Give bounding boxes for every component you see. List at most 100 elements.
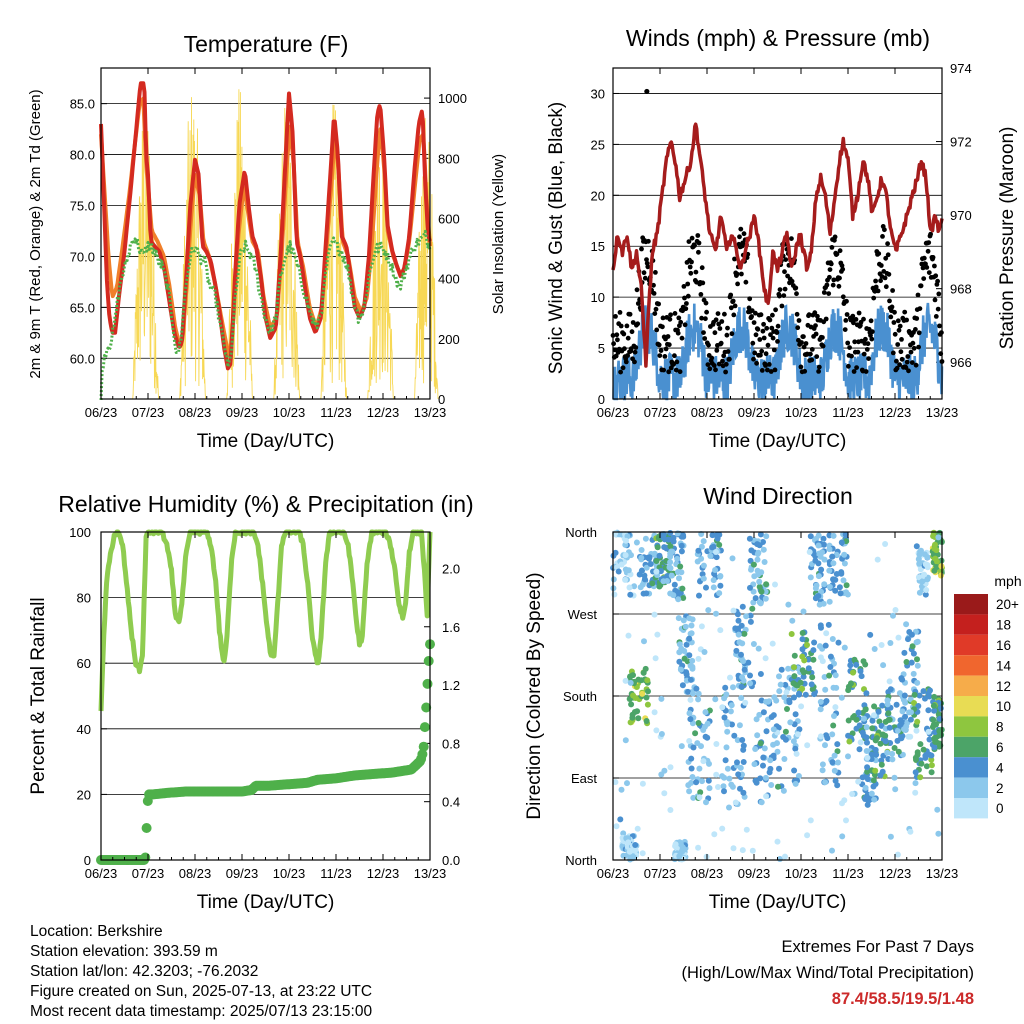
wind-direction-point — [696, 592, 702, 599]
wind-direction-point — [860, 732, 867, 739]
gust-point — [673, 367, 679, 373]
wind-direction-point — [668, 572, 675, 579]
wind-direction-point — [667, 553, 674, 560]
x-tick-label: 10/23 — [273, 405, 306, 420]
wind-direction-point — [843, 582, 850, 589]
wind-direction-point — [675, 596, 682, 603]
wind-direction-point — [826, 546, 833, 553]
gust-point — [814, 354, 820, 359]
y-axis-label: Direction (Colored By Speed) — [524, 572, 545, 819]
gust-point — [770, 312, 775, 318]
gust-point — [873, 284, 879, 290]
wind-direction-point — [791, 694, 797, 701]
wind-direction-point — [768, 714, 775, 720]
wind-direction-point — [891, 774, 898, 781]
wind-direction-point — [631, 583, 638, 590]
wind-direction-point — [732, 799, 739, 806]
y-axis-label: 2m & 9m T (Red, Orange) & 2m Td (Green) — [27, 89, 44, 378]
y2-axis-label: Station Pressure (Maroon) — [997, 127, 1018, 350]
gust-point — [627, 311, 633, 317]
wind-direction-point — [871, 796, 878, 803]
wind-direction-point — [826, 598, 833, 605]
wind-direction-point — [712, 567, 719, 573]
gust-point — [732, 303, 738, 309]
wind-direction-point — [763, 581, 770, 588]
wind-direction-point — [690, 794, 697, 801]
gust-point — [871, 295, 877, 301]
wind-direction-point — [721, 774, 728, 781]
wind-direction-point — [869, 725, 876, 732]
gust-point — [714, 348, 720, 353]
wind-direction-point — [756, 599, 763, 606]
legend-label: 14 — [996, 658, 1012, 673]
wind-direction-point — [862, 661, 869, 668]
wind-direction-point — [754, 551, 761, 557]
wind-direction-point — [813, 582, 820, 589]
gust-point — [622, 346, 627, 352]
wind-direction-point — [661, 544, 668, 551]
wind-direction-point — [739, 603, 746, 610]
wind-direction-point — [756, 711, 763, 718]
legend-label: 10 — [996, 699, 1011, 714]
wind-direction-point — [635, 715, 642, 722]
wind-direction-point — [634, 825, 641, 832]
wind-direction-point — [913, 727, 920, 734]
gust-point — [706, 342, 711, 348]
gust-point — [639, 246, 644, 252]
wind-direction-point — [651, 709, 658, 716]
wind-direction-point — [695, 547, 702, 554]
gust-point — [899, 356, 905, 362]
gust-point — [770, 335, 776, 341]
wind-direction-point — [730, 684, 736, 691]
wind-direction-point — [895, 748, 902, 755]
gust-point — [723, 361, 729, 367]
gust-point — [683, 306, 689, 312]
wind-direction-point — [914, 662, 921, 669]
wind-direction-point — [917, 741, 924, 748]
gust-point — [676, 315, 682, 321]
wind-direction-point — [838, 539, 845, 546]
wind-direction-point — [843, 817, 849, 824]
wind-direction-point — [761, 745, 768, 752]
wind-direction-point — [757, 531, 764, 538]
wind-direction-point — [706, 760, 712, 767]
wind-direction-point — [651, 611, 658, 618]
wind-direction-point — [752, 777, 759, 784]
wind-direction-point — [641, 638, 647, 645]
gust-point — [890, 350, 896, 356]
wind-direction-point — [925, 728, 932, 735]
gust-point — [882, 275, 888, 281]
wind-direction-point — [807, 817, 814, 824]
x-tick-label: 06/23 — [597, 866, 630, 881]
wind-direction-point — [885, 710, 892, 717]
wind-direction-point — [729, 783, 736, 790]
y-tick-label: 75.0 — [70, 198, 95, 213]
wind-direction-point — [796, 726, 803, 733]
gust-point — [646, 238, 651, 244]
gust-point — [749, 314, 754, 319]
wind-direction-point — [901, 692, 908, 699]
gust-point — [793, 285, 799, 291]
y2-tick-label: 972 — [950, 135, 972, 150]
wind-direction-point — [931, 707, 938, 714]
gust-point — [682, 295, 687, 301]
gust-point — [798, 364, 804, 370]
wind-direction-point — [821, 581, 828, 588]
wind-direction-point — [639, 780, 646, 787]
wind-direction-point — [839, 833, 846, 840]
created-text: Figure created on Sun, 2025-07-13, at 23… — [30, 983, 373, 1000]
wind-direction-point — [750, 641, 757, 647]
wind-direction-point — [741, 630, 748, 637]
wind-direction-point — [638, 547, 645, 553]
wind-direction-point — [892, 607, 899, 613]
wind-direction-point — [830, 560, 837, 567]
gust-point — [687, 264, 693, 270]
wind-direction-point — [690, 690, 696, 697]
wind-direction-point — [894, 727, 901, 734]
wind-direction-point — [758, 799, 765, 806]
legend-label: 4 — [996, 760, 1004, 775]
wind-direction-point — [871, 703, 878, 710]
wind-direction-point — [911, 691, 918, 698]
wind-direction-point — [819, 767, 826, 774]
gust-point — [620, 365, 626, 371]
